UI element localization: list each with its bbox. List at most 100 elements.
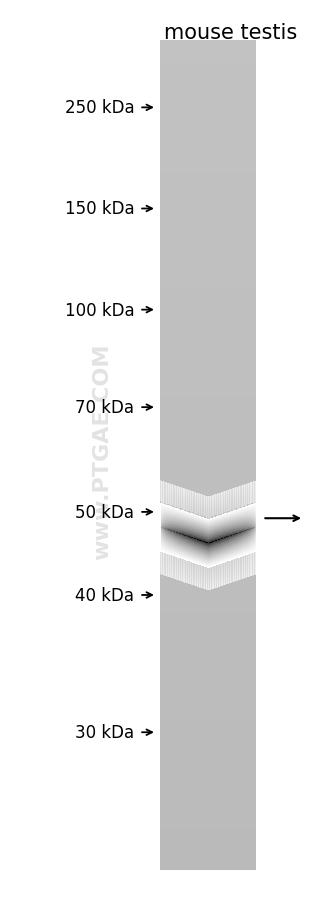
Bar: [235, 549, 236, 550]
Bar: [164, 518, 165, 519]
Bar: [254, 526, 255, 527]
Bar: [226, 551, 227, 552]
Bar: [177, 544, 178, 545]
Bar: [195, 577, 196, 579]
Bar: [239, 551, 240, 552]
Bar: [183, 514, 184, 515]
Bar: [226, 495, 227, 498]
Bar: [167, 514, 168, 515]
Bar: [198, 516, 199, 517]
Bar: [253, 507, 254, 508]
Bar: [161, 563, 162, 566]
Bar: [172, 511, 173, 512]
Bar: [205, 557, 206, 558]
Bar: [207, 511, 208, 513]
Bar: [190, 566, 191, 568]
Bar: [182, 544, 183, 545]
Bar: [243, 508, 244, 509]
Bar: [197, 523, 198, 524]
Bar: [250, 518, 251, 519]
Bar: [220, 530, 221, 531]
Bar: [199, 574, 200, 575]
Bar: [199, 533, 200, 534]
Bar: [229, 500, 230, 502]
Bar: [160, 630, 256, 638]
Bar: [175, 538, 176, 539]
Bar: [187, 521, 188, 522]
Bar: [241, 527, 242, 528]
Bar: [240, 489, 241, 491]
Bar: [166, 514, 167, 515]
Bar: [251, 556, 252, 557]
Bar: [175, 536, 176, 537]
Bar: [164, 529, 165, 530]
Bar: [166, 528, 167, 529]
Bar: [200, 518, 201, 519]
Bar: [167, 530, 168, 531]
Bar: [163, 520, 164, 521]
Bar: [187, 516, 188, 517]
Bar: [240, 556, 241, 557]
Bar: [255, 541, 256, 542]
Bar: [190, 501, 191, 502]
Bar: [250, 507, 251, 508]
Bar: [226, 583, 227, 584]
Bar: [236, 499, 237, 502]
Bar: [237, 516, 238, 517]
Bar: [205, 524, 206, 525]
Bar: [227, 507, 228, 510]
Bar: [168, 515, 169, 516]
Bar: [170, 507, 171, 508]
Bar: [180, 530, 181, 531]
Bar: [161, 517, 162, 518]
Bar: [188, 497, 189, 500]
Bar: [248, 514, 249, 515]
Bar: [167, 525, 168, 526]
Bar: [160, 596, 256, 605]
Bar: [220, 570, 221, 573]
Bar: [187, 579, 188, 581]
Bar: [208, 588, 209, 591]
Bar: [160, 550, 161, 551]
Bar: [206, 543, 207, 544]
Bar: [204, 531, 205, 532]
Bar: [206, 536, 207, 537]
Bar: [210, 522, 211, 523]
Bar: [187, 522, 188, 523]
Bar: [256, 490, 257, 492]
Bar: [214, 567, 215, 570]
Bar: [198, 503, 199, 505]
Bar: [165, 485, 166, 487]
Bar: [169, 501, 170, 502]
Bar: [174, 516, 175, 517]
Bar: [194, 579, 195, 581]
Bar: [173, 567, 174, 569]
Bar: [185, 543, 186, 544]
Bar: [225, 564, 226, 566]
Bar: [166, 542, 167, 543]
Bar: [197, 530, 198, 531]
Bar: [160, 688, 256, 696]
Bar: [224, 501, 225, 503]
Bar: [182, 495, 183, 498]
Bar: [213, 587, 214, 589]
Bar: [203, 552, 204, 553]
Bar: [246, 521, 247, 522]
Bar: [194, 575, 195, 576]
Bar: [194, 517, 195, 518]
Bar: [194, 515, 195, 516]
Bar: [252, 559, 253, 562]
Bar: [223, 545, 224, 546]
Bar: [241, 515, 242, 516]
Bar: [220, 584, 221, 586]
Bar: [194, 562, 195, 563]
Bar: [201, 564, 202, 565]
Bar: [216, 547, 217, 548]
Bar: [164, 493, 165, 496]
Bar: [194, 581, 195, 584]
Bar: [222, 562, 223, 563]
Bar: [210, 518, 211, 520]
Bar: [185, 545, 186, 546]
Bar: [217, 512, 218, 515]
Bar: [201, 528, 202, 529]
